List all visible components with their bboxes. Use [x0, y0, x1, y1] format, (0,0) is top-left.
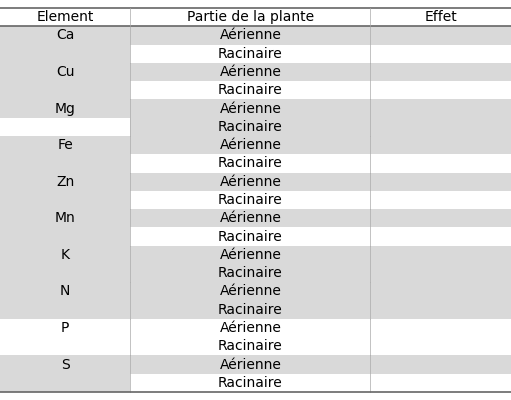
Bar: [130, 191, 370, 209]
Bar: [130, 300, 370, 319]
Bar: [370, 136, 511, 154]
Text: Element: Element: [36, 10, 94, 24]
Text: Racinaire: Racinaire: [218, 193, 283, 207]
Bar: [0, 81, 130, 100]
Text: Effet: Effet: [424, 10, 457, 24]
Text: Fe: Fe: [57, 138, 73, 152]
Bar: [130, 282, 370, 300]
Text: Racinaire: Racinaire: [218, 339, 283, 353]
Bar: [370, 26, 511, 44]
Bar: [130, 26, 370, 44]
Text: Racinaire: Racinaire: [218, 120, 283, 134]
Bar: [0, 154, 130, 172]
Bar: [0, 374, 130, 392]
Bar: [0, 356, 130, 374]
Bar: [0, 337, 130, 356]
Bar: [130, 374, 370, 392]
Bar: [370, 300, 511, 319]
Text: Aérienne: Aérienne: [219, 248, 282, 262]
Bar: [370, 337, 511, 356]
Bar: [370, 118, 511, 136]
Bar: [0, 228, 130, 246]
Text: Partie de la plante: Partie de la plante: [187, 10, 314, 24]
Bar: [130, 337, 370, 356]
Bar: [130, 63, 370, 81]
Text: Aérienne: Aérienne: [219, 138, 282, 152]
Bar: [0, 300, 130, 319]
Text: Aérienne: Aérienne: [219, 284, 282, 298]
Bar: [0, 26, 130, 44]
Text: Mn: Mn: [55, 211, 76, 225]
Bar: [370, 356, 511, 374]
Bar: [370, 374, 511, 392]
Bar: [370, 44, 511, 63]
Text: Aérienne: Aérienne: [219, 321, 282, 335]
Bar: [0, 172, 130, 191]
Text: Racinaire: Racinaire: [218, 266, 283, 280]
Bar: [130, 81, 370, 100]
Bar: [130, 319, 370, 337]
Text: Aérienne: Aérienne: [219, 175, 282, 189]
Text: Racinaire: Racinaire: [218, 376, 283, 390]
Bar: [0, 100, 130, 118]
Text: K: K: [61, 248, 69, 262]
Text: S: S: [61, 358, 69, 372]
Bar: [370, 100, 511, 118]
Bar: [370, 209, 511, 228]
Text: Cu: Cu: [56, 65, 75, 79]
Bar: [0, 264, 130, 282]
Text: Racinaire: Racinaire: [218, 156, 283, 170]
Text: Ca: Ca: [56, 28, 74, 42]
Text: Racinaire: Racinaire: [218, 47, 283, 61]
Text: Racinaire: Racinaire: [218, 83, 283, 97]
Text: Aérienne: Aérienne: [219, 65, 282, 79]
Bar: [130, 228, 370, 246]
Bar: [0, 246, 130, 264]
Bar: [370, 228, 511, 246]
Bar: [0, 282, 130, 300]
Bar: [370, 319, 511, 337]
Bar: [130, 264, 370, 282]
Text: Aérienne: Aérienne: [219, 102, 282, 116]
Bar: [130, 356, 370, 374]
Bar: [130, 172, 370, 191]
Text: Aérienne: Aérienne: [219, 211, 282, 225]
Text: Mg: Mg: [55, 102, 76, 116]
Bar: [370, 172, 511, 191]
Bar: [0, 8, 511, 26]
Bar: [130, 44, 370, 63]
Bar: [370, 282, 511, 300]
Bar: [0, 209, 130, 228]
Bar: [130, 136, 370, 154]
Bar: [0, 44, 130, 63]
Bar: [370, 191, 511, 209]
Text: Racinaire: Racinaire: [218, 303, 283, 317]
Bar: [130, 246, 370, 264]
Text: N: N: [60, 284, 71, 298]
Bar: [130, 154, 370, 172]
Text: Racinaire: Racinaire: [218, 230, 283, 244]
Bar: [370, 264, 511, 282]
Bar: [130, 118, 370, 136]
Text: Aérienne: Aérienne: [219, 358, 282, 372]
Bar: [370, 246, 511, 264]
Text: Zn: Zn: [56, 175, 74, 189]
Bar: [130, 209, 370, 228]
Bar: [370, 81, 511, 100]
Bar: [370, 154, 511, 172]
Bar: [370, 63, 511, 81]
Bar: [0, 191, 130, 209]
Bar: [0, 319, 130, 337]
Bar: [0, 63, 130, 81]
Bar: [130, 100, 370, 118]
Text: P: P: [61, 321, 69, 335]
Bar: [0, 136, 130, 154]
Bar: [0, 118, 130, 136]
Text: Aérienne: Aérienne: [219, 28, 282, 42]
